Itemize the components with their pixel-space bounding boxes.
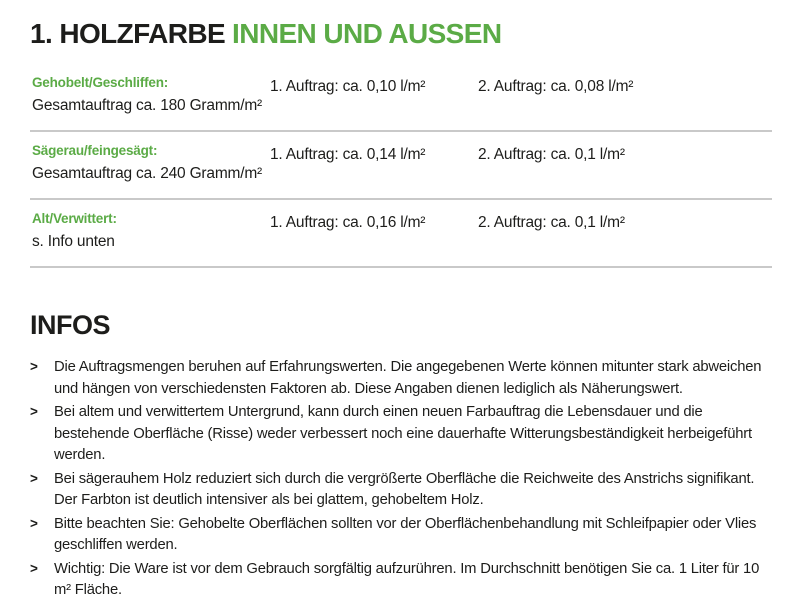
total-amount-text: Gesamtauftrag ca. 240 Gramm/m² xyxy=(32,165,263,182)
page-title: 1. HOLZFARBE INNEN UND AUSSEN xyxy=(30,18,770,50)
surface-cell: Sägerau/feingesägt: Gesamtauftrag ca. 24… xyxy=(32,143,270,183)
list-item: > Bei sägerauhem Holz reduziert sich dur… xyxy=(30,469,770,512)
total-amount-text: Gesamtauftrag ca. 180 Gramm/m² xyxy=(32,97,263,114)
list-item: > Bitte beachten Sie: Gehobelte Oberfläc… xyxy=(30,514,770,557)
list-item: > Wichtig: Die Ware ist vor dem Gebrauch… xyxy=(30,559,770,602)
info-text: Die Auftragsmengen beruhen auf Erfahrung… xyxy=(54,359,762,397)
info-text: Bei sägerauhem Holz reduziert sich durch… xyxy=(54,470,755,509)
info-text: Bei altem und verwittertem Untergrund, k… xyxy=(54,404,752,463)
second-coat-value: 2. Auftrag: ca. 0,1 l/m² xyxy=(478,146,625,163)
total-amount-text: s. Info unten xyxy=(32,233,115,250)
table-row-gehobelt: Gehobelt/Geschliffen: Gesamtauftrag ca. … xyxy=(30,64,772,132)
surface-cell: Gehobelt/Geschliffen: Gesamtauftrag ca. … xyxy=(32,75,270,115)
page-title-black: 1. HOLZFARBE xyxy=(30,18,226,49)
chevron-bullet-icon: > xyxy=(30,359,38,374)
table-row-alt-verwittert: Alt/Verwittert: s. Info unten 1. Auftrag… xyxy=(30,200,772,268)
chevron-bullet-icon: > xyxy=(30,560,38,576)
second-coat-value: 2. Auftrag: ca. 0,1 l/m² xyxy=(478,214,625,231)
chevron-bullet-icon: > xyxy=(30,470,38,486)
chevron-bullet-icon: > xyxy=(30,404,38,419)
second-coat-value: 2. Auftrag: ca. 0,08 l/m² xyxy=(478,78,634,95)
infos-list: > Die Auftragsmengen beruhen auf Erfahru… xyxy=(30,357,770,602)
list-item: > Bei altem und verwittertem Untergrund,… xyxy=(30,402,770,467)
surface-type-label: Alt/Verwittert: xyxy=(32,211,117,226)
first-coat-value: 1. Auftrag: ca. 0,16 l/m² xyxy=(270,214,426,231)
chevron-bullet-icon: > xyxy=(30,515,38,531)
surface-cell: Alt/Verwittert: s. Info unten xyxy=(32,211,270,251)
info-text: Bitte beachten Sie: Gehobelte Oberfläche… xyxy=(54,515,757,554)
list-item: > Die Auftragsmengen beruhen auf Erfahru… xyxy=(30,357,770,400)
info-text: Wichtig: Die Ware ist vor dem Gebrauch s… xyxy=(54,560,760,599)
infos-heading: INFOS xyxy=(30,310,111,340)
table-row-saegerau: Sägerau/feingesägt: Gesamtauftrag ca. 24… xyxy=(30,132,772,200)
first-coat-value: 1. Auftrag: ca. 0,10 l/m² xyxy=(270,78,426,95)
first-coat-value: 1. Auftrag: ca. 0,14 l/m² xyxy=(270,146,426,163)
surface-type-label: Gehobelt/Geschliffen: xyxy=(32,75,169,90)
application-rates-table: Gehobelt/Geschliffen: Gesamtauftrag ca. … xyxy=(30,64,772,268)
page-title-green: INNEN UND AUSSEN xyxy=(232,18,502,49)
surface-type-label: Sägerau/feingesägt: xyxy=(32,143,158,158)
